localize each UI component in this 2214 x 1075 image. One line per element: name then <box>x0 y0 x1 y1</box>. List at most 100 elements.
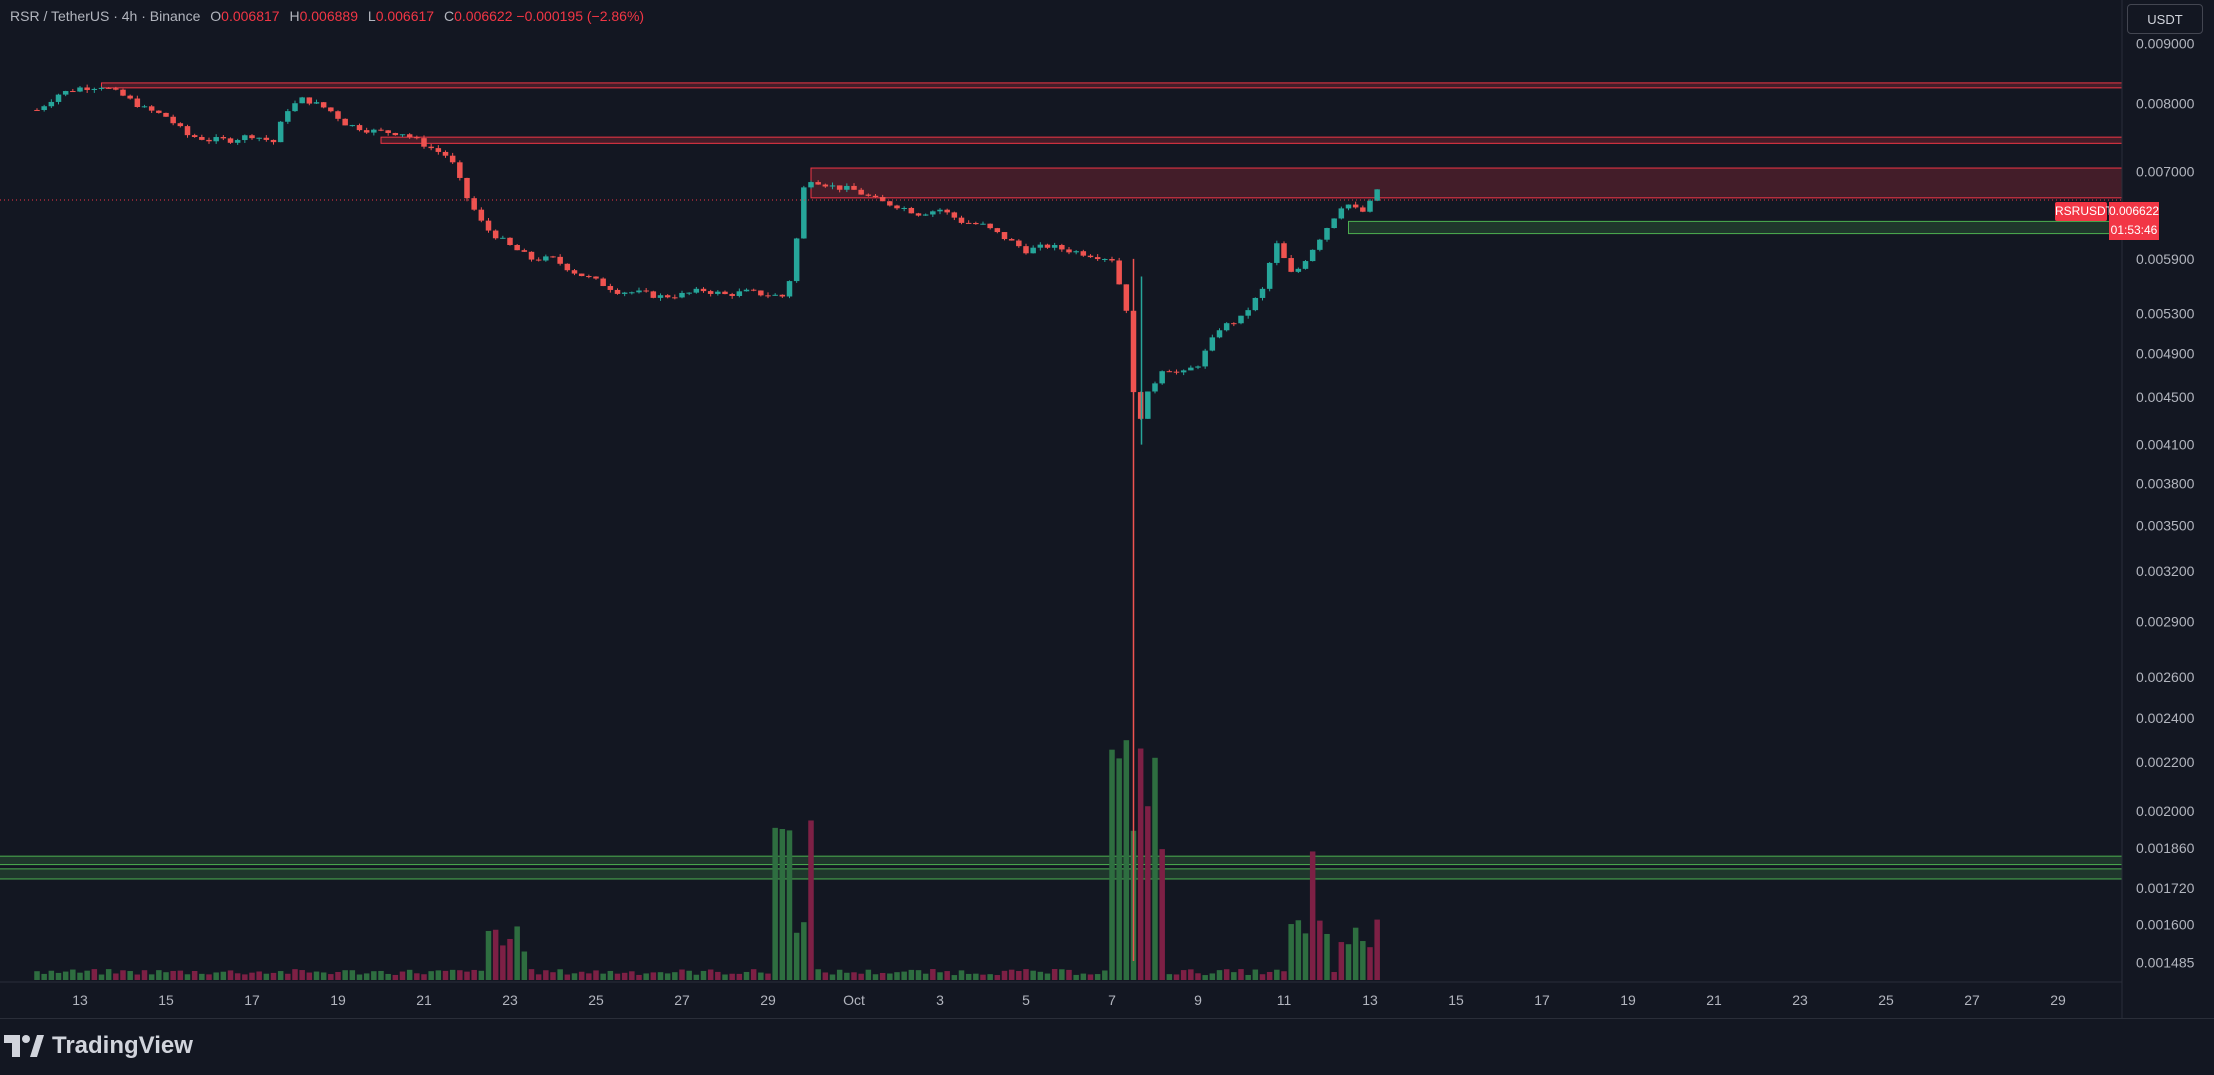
candle-body <box>442 151 449 156</box>
symbol-legend[interactable]: RSR / TetherUS · 4h · Binance O0.006817 … <box>10 8 644 24</box>
volume-bar <box>1023 969 1029 980</box>
candle-body <box>199 137 205 140</box>
price-tick-label: 0.009000 <box>2136 35 2195 51</box>
volume-bar <box>672 972 678 980</box>
candle-body <box>500 237 506 239</box>
candle-body <box>349 125 356 127</box>
candle-body <box>765 295 771 297</box>
candle-body <box>994 228 1001 233</box>
candle-body <box>1173 371 1180 373</box>
volume-bar <box>557 969 563 980</box>
candle-body <box>1137 392 1144 419</box>
volume-bar <box>973 973 979 980</box>
candle-body <box>1209 337 1216 351</box>
volume-bar <box>120 970 126 980</box>
candle-body <box>750 289 757 291</box>
candle-body <box>342 118 348 126</box>
brand-name: TradingView <box>52 1032 193 1059</box>
candle-body <box>1216 330 1223 338</box>
volume-bar <box>1044 973 1051 980</box>
candle-body <box>363 130 370 133</box>
volume-bar <box>1345 944 1352 980</box>
candle-body <box>98 87 105 89</box>
zone-resistance-2 <box>810 167 2123 199</box>
volume-bar <box>328 974 334 980</box>
candle-body <box>1116 260 1122 285</box>
volume-bar <box>650 972 657 980</box>
volume-bar <box>41 973 47 980</box>
volume-bar <box>1252 969 1259 980</box>
close-label: C <box>443 8 455 24</box>
candle-body <box>872 195 879 198</box>
candle-body <box>1295 268 1302 272</box>
volume-bar <box>1324 933 1330 980</box>
candle-body <box>1180 370 1187 373</box>
candle-body <box>629 292 635 294</box>
candle-body <box>234 140 241 143</box>
volume-bar <box>636 974 642 980</box>
candle-body <box>707 291 714 294</box>
candle-body <box>399 134 406 136</box>
volume-bar <box>887 973 893 980</box>
volume-bar <box>1216 970 1223 980</box>
brand[interactable]: TradingView <box>4 1031 193 1061</box>
candle-body <box>378 129 384 131</box>
volume-bar <box>184 974 191 980</box>
candle-body <box>887 201 893 206</box>
volume-bar <box>550 972 556 980</box>
volume-bar <box>1109 749 1115 980</box>
candle-body <box>34 109 40 111</box>
candle-body <box>227 138 234 143</box>
price-tick-label: 0.005900 <box>2136 251 2195 267</box>
volume-bar <box>299 970 305 980</box>
volume-bar <box>485 930 492 980</box>
candle-body <box>328 107 334 112</box>
candle-body <box>793 238 800 282</box>
volume-bar <box>543 970 549 980</box>
candle-body <box>285 111 291 122</box>
candle-body <box>1238 315 1244 324</box>
candle-body <box>1245 310 1251 316</box>
volume-bar <box>1309 851 1316 980</box>
volume-bar <box>356 974 363 980</box>
time-tick-label: 27 <box>1964 992 1980 1008</box>
open-label: O <box>210 8 222 24</box>
price-tick-label: 0.001600 <box>2136 917 2195 933</box>
volume-bar <box>263 973 270 980</box>
candle-body <box>113 88 119 90</box>
zone-resistance-1 <box>380 136 2123 144</box>
footer-bar: TradingView <box>0 1018 2214 1075</box>
high-value: 0.006889 <box>299 8 358 24</box>
volume-bar <box>1274 969 1280 980</box>
zone-resistance-0 <box>101 82 2123 89</box>
candles-layer <box>34 84 1380 962</box>
candle-body <box>41 106 47 111</box>
candle-body <box>973 222 979 225</box>
candle-body <box>543 256 549 261</box>
currency-button[interactable]: USDT <box>2127 4 2203 34</box>
candle-body <box>743 289 750 292</box>
time-tick-label: 21 <box>416 992 432 1008</box>
volume-bar <box>564 974 571 980</box>
candle-body <box>922 214 929 216</box>
volume-bar <box>84 970 90 980</box>
candle-body <box>851 185 857 190</box>
candle-body <box>191 135 198 138</box>
candle-body <box>614 289 621 294</box>
candle-body <box>1001 232 1008 240</box>
candle-body <box>858 189 864 195</box>
volume-bar <box>399 971 406 980</box>
price-chart[interactable]: 0.009000 0.008000 0.007000 0.005900 0.005300… <box>0 0 2214 1018</box>
candle-body <box>414 137 420 139</box>
tradingview-logo-icon <box>4 1035 44 1057</box>
price-axis: 0.009000 0.008000 0.007000 0.005900 0.005300… <box>2136 35 2195 970</box>
zones-layer <box>0 82 2123 880</box>
volume-bar <box>729 973 735 980</box>
candle-body <box>672 297 678 299</box>
volume-bar <box>1288 924 1294 980</box>
volume-bar <box>464 971 470 980</box>
candle-body <box>471 198 477 210</box>
volume-bar <box>1367 947 1373 980</box>
volume-bar <box>1123 740 1130 980</box>
volume-bar <box>879 972 886 980</box>
